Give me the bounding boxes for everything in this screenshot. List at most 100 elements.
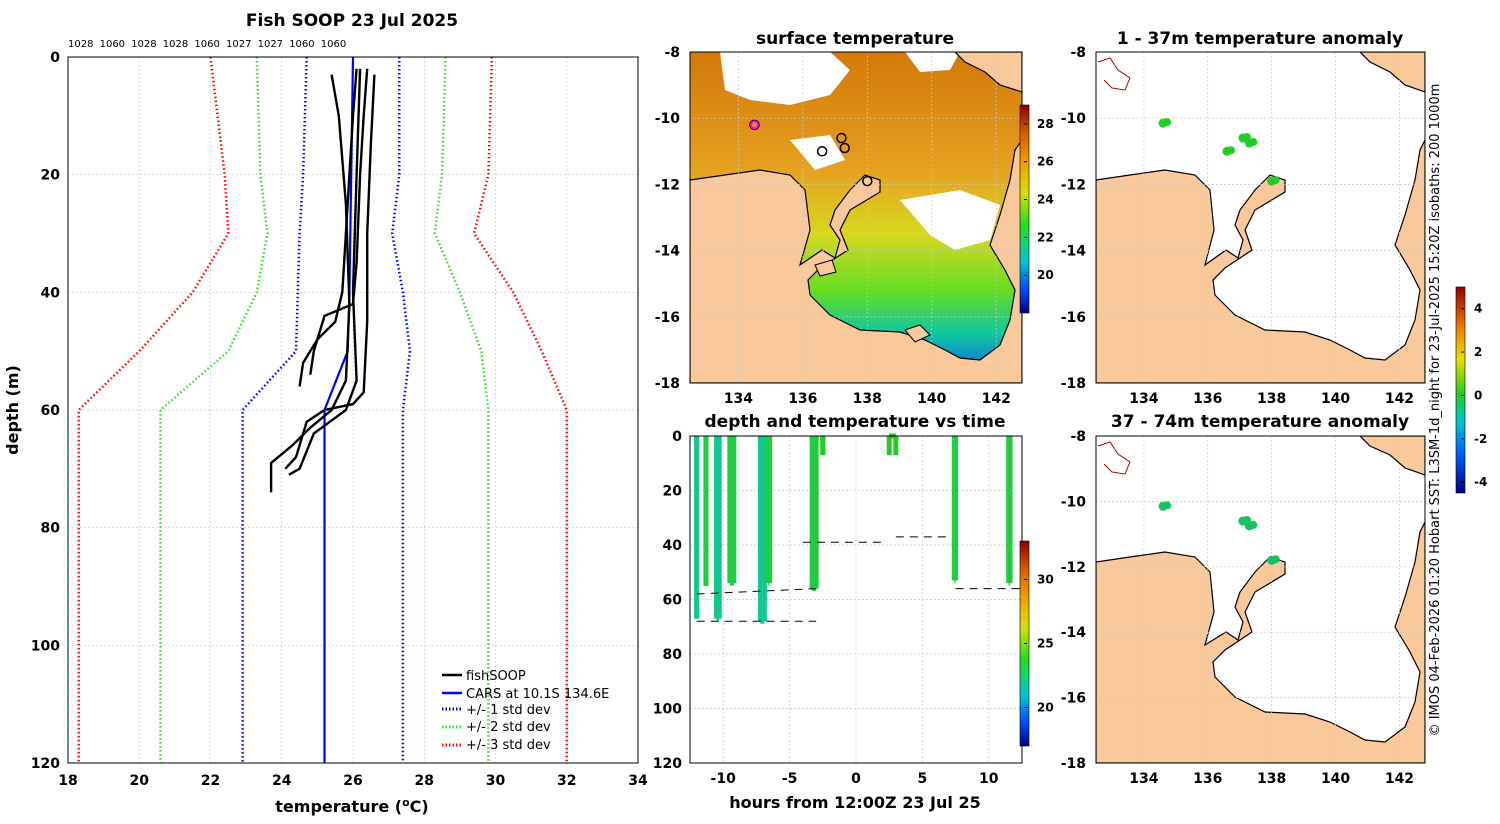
sst-ticks: 134 136 138 140 142 -8 -10 -12 -14 -16 -18 xyxy=(655,45,1011,407)
density-label: 1060 xyxy=(289,39,314,50)
station-marker xyxy=(816,146,828,157)
x-tick-label: 140 xyxy=(1321,771,1350,787)
y-tick-label: -18 xyxy=(1061,376,1086,392)
legend-fishsoop: fishSOOP xyxy=(466,669,526,684)
sst-land-north xyxy=(954,52,1022,93)
time-panel: depth and temperature vs time -10 -5 0 5 100… xyxy=(653,412,1054,812)
y-tick-label: 100 xyxy=(653,702,682,718)
y-tick-label: -10 xyxy=(655,111,681,127)
density-label: 1027 xyxy=(258,39,283,50)
x-tick-label: 142 xyxy=(1385,391,1414,407)
y-tick-label: 20 xyxy=(41,168,61,184)
series-line-fishsoop xyxy=(284,74,376,470)
sst-colorbar-ticks: 20 22 24 26 28 xyxy=(1024,117,1054,282)
legend-std3: +/- 3 std dev xyxy=(466,738,551,753)
density-label: 1060 xyxy=(100,39,125,50)
colorbar-tick-label: 28 xyxy=(1037,117,1054,131)
x-tick-label: 136 xyxy=(788,391,817,407)
x-tick-label: 136 xyxy=(1193,391,1222,407)
anomaly-point xyxy=(1249,520,1258,529)
sst-land xyxy=(690,138,1022,383)
anom1-land xyxy=(1096,139,1425,383)
density-label: 1060 xyxy=(194,39,219,50)
time-series xyxy=(694,433,1022,624)
y-tick-label: 40 xyxy=(41,285,61,301)
bottom-depth-line xyxy=(696,588,817,595)
x-tick-label: 134 xyxy=(724,391,753,407)
colorbar-tick-label: 30 xyxy=(1037,572,1054,586)
x-tick-label: 28 xyxy=(415,773,434,789)
anomaly-point xyxy=(1271,176,1280,185)
anom2-land-north xyxy=(1359,436,1425,476)
profile-legend: fishSOOP CARS at 10.1S 134.6E +/- 1 std … xyxy=(442,669,609,753)
anom1-points xyxy=(1158,118,1280,186)
y-tick-label: -8 xyxy=(1070,45,1086,61)
anom-colorbar-ticks: -4 -2 0 2 4 xyxy=(1461,302,1487,489)
colorbar-tick-label: -4 xyxy=(1474,475,1487,489)
anom1-panel: 1 - 37m temperature anomaly 134 136 138 140… xyxy=(1061,29,1487,494)
x-tick-label: -5 xyxy=(782,771,798,787)
colorbar-tick-label: -2 xyxy=(1474,432,1487,446)
colorbar-tick-label: 4 xyxy=(1474,302,1482,316)
y-tick-label: 0 xyxy=(672,429,682,445)
sst-title: surface temperature xyxy=(756,29,954,49)
profile-axes-box xyxy=(67,56,639,764)
x-tick-label: 30 xyxy=(486,773,506,789)
time-title: depth and temperature vs time xyxy=(705,412,1006,432)
anomaly-point xyxy=(1163,501,1172,510)
x-tick-label: 24 xyxy=(272,773,292,789)
y-tick-label: -10 xyxy=(1061,111,1087,127)
station-marker xyxy=(839,142,850,154)
y-tick-label: 120 xyxy=(31,756,60,772)
density-label: 1027 xyxy=(226,39,251,50)
anom2-title: 37 - 74m temperature anomaly xyxy=(1111,412,1409,432)
x-tick-label: 0 xyxy=(851,771,861,787)
x-tick-label: 142 xyxy=(982,391,1011,407)
y-tick-label: -14 xyxy=(655,244,681,260)
y-tick-label: -14 xyxy=(1061,625,1087,641)
y-tick-label: -18 xyxy=(655,376,680,392)
y-tick-label: -16 xyxy=(1061,691,1086,707)
y-tick-label: -16 xyxy=(1061,310,1086,326)
series-line--2-std-dev-low- xyxy=(159,56,269,763)
x-tick-label: 22 xyxy=(201,773,220,789)
anomaly-point xyxy=(1271,555,1280,564)
x-tick-label: 136 xyxy=(1193,771,1222,787)
anom1-title: 1 - 37m temperature anomaly xyxy=(1117,29,1403,49)
density-label: 1028 xyxy=(163,39,188,50)
x-tick-label: 138 xyxy=(1257,391,1286,407)
colorbar-tick-label: 0 xyxy=(1474,388,1482,402)
legend-std2: +/- 2 std dev xyxy=(466,720,551,735)
y-tick-label: 80 xyxy=(41,521,61,537)
x-tick-label: 26 xyxy=(343,773,362,789)
y-tick-label: -8 xyxy=(664,45,680,61)
credit-text: © IMOS 04-Feb-2026 01:20 Hobart SST: L3S… xyxy=(1428,84,1443,737)
y-tick-label: 60 xyxy=(663,593,683,609)
x-tick-label: 32 xyxy=(557,773,576,789)
cloud-patch xyxy=(720,52,850,105)
x-tick-label: 140 xyxy=(917,391,946,407)
profile-xlabel: temperature (oC) xyxy=(275,796,428,816)
profile-ticks: 18 20 22 24 26 28 30 32 34 0 20 40 60 80 100 120 xyxy=(31,50,648,789)
density-labels: 1028 1060 1028 1028 1060 1027 1027 1060 1060 xyxy=(68,39,346,50)
y-tick-label: -8 xyxy=(1070,429,1086,445)
legend-cars: CARS at 10.1S 134.6E xyxy=(466,687,609,702)
y-tick-label: -18 xyxy=(1061,756,1086,772)
anomaly-point xyxy=(1163,118,1172,127)
density-label: 1060 xyxy=(321,39,346,50)
x-tick-label: 134 xyxy=(1129,771,1158,787)
y-tick-label: -12 xyxy=(1061,177,1086,193)
anom2-ticks: 134 136 138 140 142 -8 -10 -12 -14 -16 -18 xyxy=(1061,429,1414,787)
y-tick-label: -12 xyxy=(655,177,680,193)
series-line--1-std-dev-high- xyxy=(390,57,412,763)
colorbar-tick-label: 20 xyxy=(1037,268,1054,282)
x-tick-label: 34 xyxy=(628,773,648,789)
anom-colorbar xyxy=(1455,286,1466,494)
y-tick-label: 0 xyxy=(50,50,60,66)
profile-ylabel: depth (m) xyxy=(3,365,22,455)
time-grid xyxy=(690,435,1022,764)
colorbar-tick-label: 20 xyxy=(1037,701,1054,715)
y-tick-label: 40 xyxy=(663,538,683,554)
island xyxy=(904,324,931,343)
